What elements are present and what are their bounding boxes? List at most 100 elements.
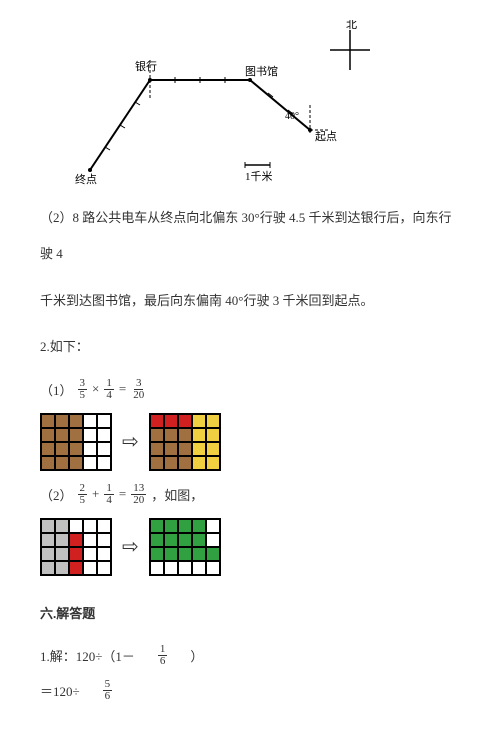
- grid-cell: [41, 442, 55, 456]
- arrow-right-icon: ⇨: [122, 429, 139, 454]
- grid-cell: [178, 428, 192, 442]
- scale-label: 1千米: [245, 170, 273, 183]
- grid-cell: [164, 442, 178, 456]
- section-6-title: 六.解答题: [40, 596, 460, 632]
- grid-cell: [164, 547, 178, 561]
- grid-cell: [164, 519, 178, 533]
- angle-label: 40°: [285, 111, 299, 122]
- grid-row-1: ⇨: [40, 413, 460, 471]
- grid-cell: [41, 456, 55, 470]
- answer-1-line1: 1.解：120÷（1－ 16 ）: [40, 644, 460, 667]
- grid-cell: [83, 547, 97, 561]
- grid-cell: [164, 456, 178, 470]
- fraction: 35: [78, 378, 88, 401]
- grid-cell: [83, 561, 97, 575]
- grid-cell: [97, 547, 111, 561]
- eq2-prefix: （2）: [40, 485, 73, 504]
- question-2: 2.如下：: [40, 329, 460, 365]
- grid-cell: [150, 519, 164, 533]
- grid-cell: [97, 456, 111, 470]
- grid-cell: [192, 561, 206, 575]
- grid-cell: [150, 414, 164, 428]
- grid-cell: [55, 547, 69, 561]
- grid-cell: [192, 414, 206, 428]
- grid-cell: [83, 519, 97, 533]
- a1-suffix: ）: [190, 646, 203, 665]
- grid-cell: [69, 561, 83, 575]
- grid-cell: [83, 533, 97, 547]
- grid-1b: [149, 413, 221, 471]
- grid-cell: [69, 456, 83, 470]
- grid-cell: [69, 414, 83, 428]
- eq1-prefix: （1）: [40, 380, 73, 399]
- grid-cell: [150, 428, 164, 442]
- start-label: 起点: [315, 130, 337, 143]
- fraction: 1320: [131, 483, 146, 506]
- grid-cell: [97, 428, 111, 442]
- fraction: 16: [158, 644, 168, 667]
- plus: +: [92, 486, 99, 502]
- grid-cell: [41, 561, 55, 575]
- equals: =: [119, 381, 126, 397]
- grid-cell: [97, 533, 111, 547]
- grid-cell: [55, 561, 69, 575]
- grid-cell: [164, 414, 178, 428]
- diagram-svg: 北 终点 银行 图书馆 起点 40°: [70, 20, 380, 190]
- grid-cell: [192, 519, 206, 533]
- grid-cell: [55, 533, 69, 547]
- grid-cell: [69, 442, 83, 456]
- grid-cell: [150, 561, 164, 575]
- grid-cell: [69, 519, 83, 533]
- grid-cell: [97, 442, 111, 456]
- a1-prefix: 1.解：120÷（1－: [40, 646, 135, 665]
- grid-cell: [55, 456, 69, 470]
- fraction: 25: [78, 483, 88, 506]
- grid-cell: [206, 533, 220, 547]
- grid-cell: [192, 533, 206, 547]
- grid-cell: [150, 533, 164, 547]
- fraction: 320: [131, 378, 146, 401]
- grid-cell: [206, 414, 220, 428]
- grid-cell: [192, 456, 206, 470]
- grid-2a: [40, 518, 112, 576]
- north-label: 北: [346, 20, 357, 31]
- grid-cell: [97, 414, 111, 428]
- grid-cell: [55, 519, 69, 533]
- grid-cell: [206, 547, 220, 561]
- route-diagram: 北 终点 银行 图书馆 起点 40°: [70, 20, 370, 190]
- grid-row-2: ⇨: [40, 518, 460, 576]
- grid-1a: [40, 413, 112, 471]
- grid-cell: [206, 442, 220, 456]
- grid-cell: [178, 547, 192, 561]
- grid-cell: [164, 561, 178, 575]
- eq2-suffix: ，如图，: [151, 485, 203, 504]
- answer-1-line2: ＝120÷ 56: [40, 679, 460, 702]
- equals: =: [119, 486, 126, 502]
- grid-cell: [192, 442, 206, 456]
- grid-cell: [69, 547, 83, 561]
- grid-cell: [150, 456, 164, 470]
- grid-cell: [41, 547, 55, 561]
- times: ×: [92, 381, 99, 397]
- fraction: 56: [103, 679, 113, 702]
- grid-cell: [178, 414, 192, 428]
- grid-cell: [178, 442, 192, 456]
- grid-cell: [178, 519, 192, 533]
- grid-cell: [206, 519, 220, 533]
- grid-cell: [83, 414, 97, 428]
- grid-cell: [206, 428, 220, 442]
- grid-cell: [178, 533, 192, 547]
- grid-cell: [41, 519, 55, 533]
- end-label: 终点: [75, 172, 97, 186]
- grid-cell: [150, 442, 164, 456]
- bank-label: 银行: [135, 59, 157, 73]
- grid-cell: [206, 561, 220, 575]
- grid-cell: [41, 428, 55, 442]
- fraction: 14: [104, 378, 114, 401]
- grid-cell: [83, 456, 97, 470]
- paragraph-1: （2）8 路公共电车从终点向北偏东 30°行驶 4.5 千米到达银行后，向东行驶…: [40, 200, 460, 273]
- grid-cell: [41, 414, 55, 428]
- grid-2b: [149, 518, 221, 576]
- equation-2: （2） 25 + 14 = 1320 ，如图，: [40, 483, 460, 506]
- grid-cell: [41, 533, 55, 547]
